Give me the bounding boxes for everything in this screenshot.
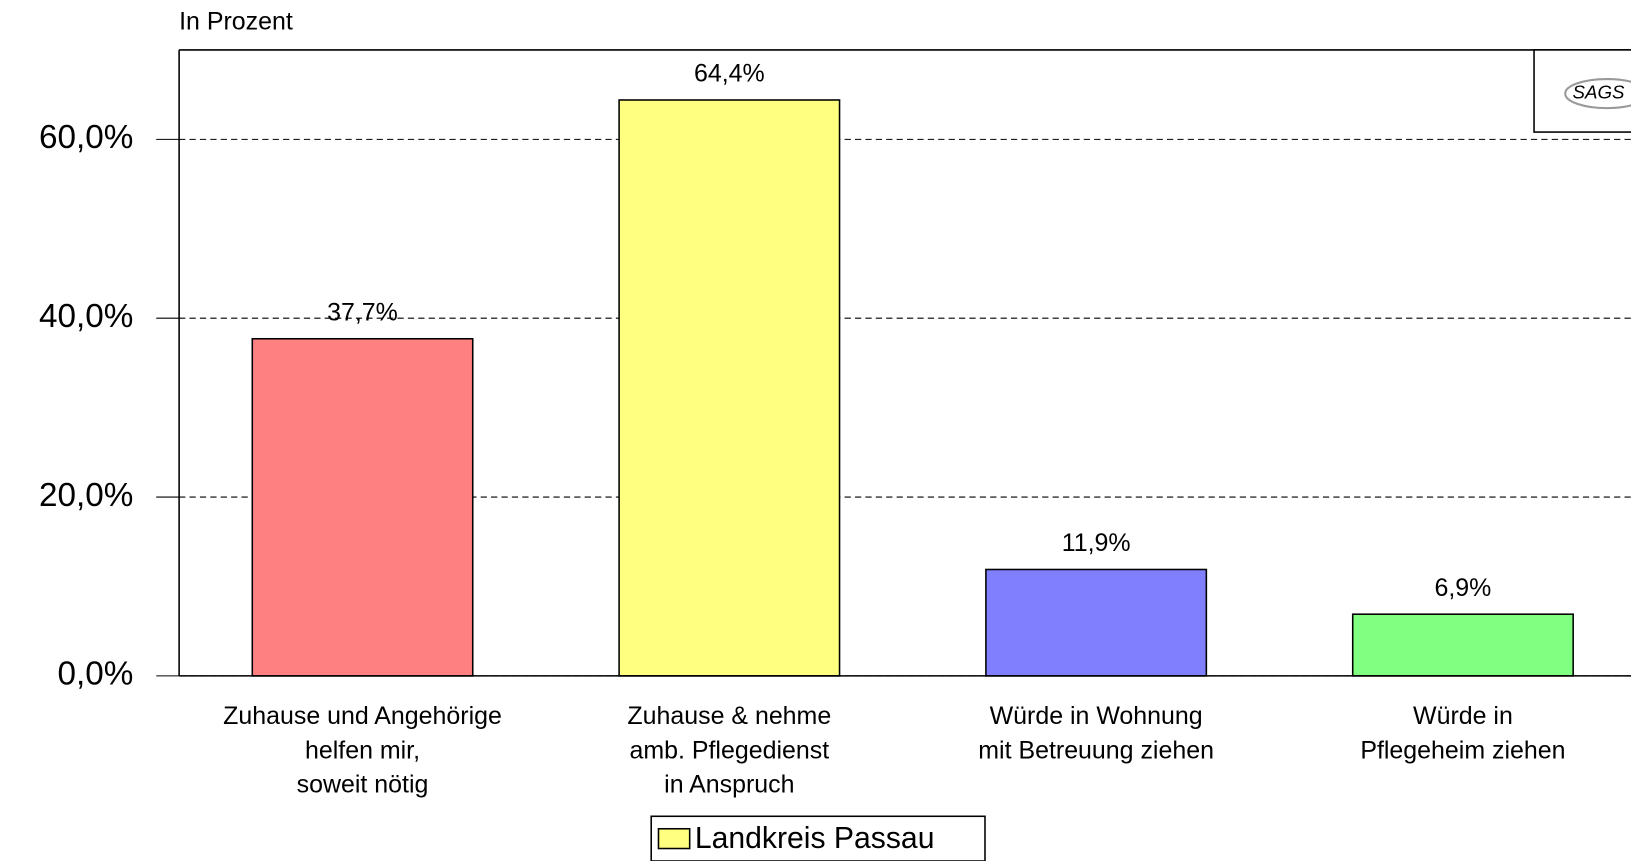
logo-box <box>1533 49 1631 133</box>
y-tick-label: 0,0% <box>58 656 134 693</box>
x-tick-label: amb. Pflegedienst <box>630 736 830 764</box>
y-tick-label: 40,0% <box>39 298 133 335</box>
x-tick-label: helfen mir, <box>305 736 420 764</box>
axis-title: In Prozent <box>179 7 293 35</box>
value-label: 64,4% <box>694 60 765 88</box>
x-tick-label: Würde in Wohnung <box>990 702 1203 730</box>
value-label: 11,9% <box>1062 529 1131 557</box>
x-tick-label: Zuhause und Angehörige <box>223 702 502 730</box>
y-tick-label: 20,0% <box>39 477 133 514</box>
value-label: 6,9% <box>1435 574 1492 602</box>
legend-box <box>650 815 986 861</box>
value-label: 37,7% <box>327 298 398 326</box>
x-tick-label: soweit nötig <box>297 771 429 799</box>
logo-ring <box>1564 77 1631 110</box>
x-tick-label: Würde in <box>1413 702 1513 730</box>
y-tick-label: 60,0% <box>39 119 133 156</box>
x-tick-label: Pflegeheim ziehen <box>1360 736 1565 764</box>
logo-text: SAGS <box>1573 82 1625 103</box>
bar <box>985 568 1208 677</box>
bar <box>251 337 474 677</box>
x-tick-label: mit Betreuung ziehen <box>978 736 1214 764</box>
legend-label: Landkreis Passau <box>695 822 935 855</box>
x-tick-label: in Anspruch <box>664 771 794 799</box>
bar <box>618 99 841 677</box>
bar <box>1351 613 1574 677</box>
logo: SAGS <box>1533 49 1631 133</box>
x-tick-label: Zuhause & nehme <box>627 702 831 730</box>
legend-swatch <box>657 827 691 850</box>
